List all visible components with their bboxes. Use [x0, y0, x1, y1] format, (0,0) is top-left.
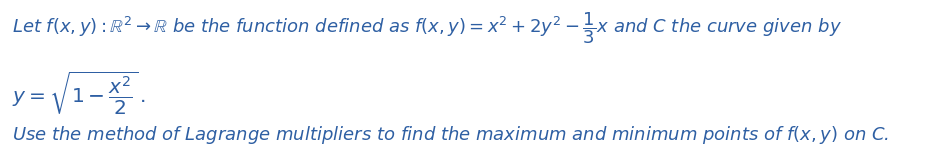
Text: Use the method of Lagrange multipliers to find the maximum and minimum points of: Use the method of Lagrange multipliers t… [12, 124, 889, 146]
Text: $y = \sqrt{1 - \dfrac{x^2}{2}}\,.$: $y = \sqrt{1 - \dfrac{x^2}{2}}\,.$ [12, 69, 146, 116]
Text: Let $f(x, y) : \mathbb{R}^2 \to \mathbb{R}$ be the function defined as $f(x, y) : Let $f(x, y) : \mathbb{R}^2 \to \mathbb{… [12, 11, 842, 46]
